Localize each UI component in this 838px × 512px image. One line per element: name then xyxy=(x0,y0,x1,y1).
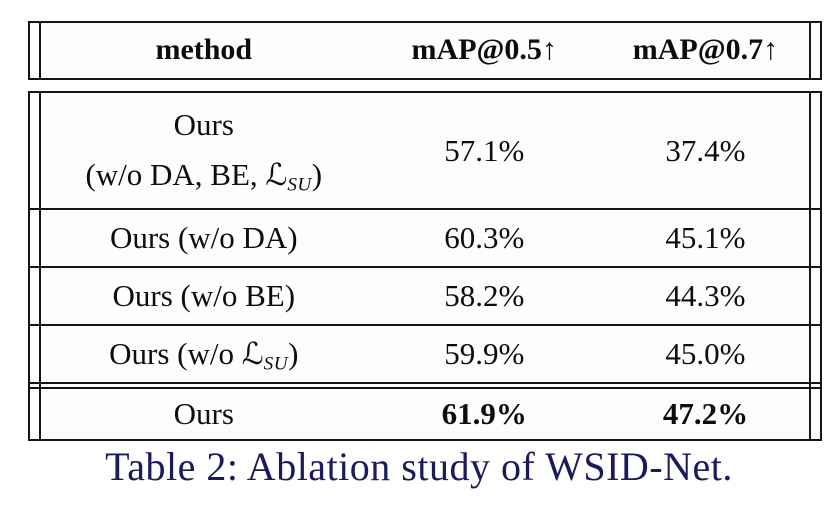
double-horizontal-rule xyxy=(30,382,820,389)
cell-method: Ours (w/o ℒSU) xyxy=(109,335,299,374)
table-header-row: method mAP@0.5↑ mAP@0.7↑ xyxy=(30,23,820,78)
right-inner-rule xyxy=(809,23,811,78)
method-line1: Ours xyxy=(173,106,234,142)
cell-map07-best: 47.2% xyxy=(662,396,749,432)
ablation-table: method mAP@0.5↑ mAP@0.7↑ Ours (w/o DA, B… xyxy=(28,21,822,441)
su-subscript: SU xyxy=(263,352,289,374)
table-header-box: method mAP@0.5↑ mAP@0.7↑ xyxy=(28,21,822,80)
cell-map07: 44.3% xyxy=(665,278,746,314)
header-cell-map05: mAP@0.5↑ xyxy=(411,33,557,67)
table-row: Ours (w/o ℒSU) 59.9% 45.0% xyxy=(30,324,820,382)
cell-map05: 57.1% xyxy=(444,132,525,168)
cell-method: Ours (w/o DA, BE, ℒSU) xyxy=(30,107,378,195)
right-inner-rule xyxy=(809,93,811,439)
cell-map07: 45.1% xyxy=(665,220,746,256)
cell-method: Ours (w/o DA) xyxy=(109,220,298,256)
table-row: Ours (w/o BE) 58.2% 44.3% xyxy=(30,266,820,324)
cell-map05: 60.3% xyxy=(444,220,525,256)
cell-map05-best: 61.9% xyxy=(441,396,527,432)
cell-method: Ours xyxy=(173,396,234,432)
table-row: Ours (w/o DA) 60.3% 45.1% xyxy=(30,208,820,266)
cell-map07: 45.0% xyxy=(665,336,746,372)
cell-map05: 59.9% xyxy=(444,336,525,372)
table-body-box: Ours (w/o DA, BE, ℒSU) 57.1% 37.4% Ours … xyxy=(28,91,822,441)
header-cell-map07: mAP@0.7↑ xyxy=(632,33,779,67)
script-L-symbol: ℒ xyxy=(241,336,264,372)
left-inner-rule xyxy=(39,93,41,439)
table-row: Ours (w/o DA, BE, ℒSU) 57.1% 37.4% xyxy=(30,93,820,208)
cell-method: Ours (w/o BE) xyxy=(112,278,296,314)
left-inner-rule xyxy=(39,23,41,78)
su-subscript: SU xyxy=(287,174,312,196)
header-cell-method: method xyxy=(155,33,253,67)
table-caption: Table 2: Ablation study of WSID-Net. xyxy=(105,444,733,489)
cell-map07: 37.4% xyxy=(665,132,746,168)
cell-map05: 58.2% xyxy=(444,278,525,314)
table-row-best: Ours 61.9% 47.2% xyxy=(30,389,820,439)
script-L-symbol: ℒ xyxy=(265,158,288,194)
method-line2: (w/o DA, BE, ℒSU) xyxy=(85,157,323,196)
